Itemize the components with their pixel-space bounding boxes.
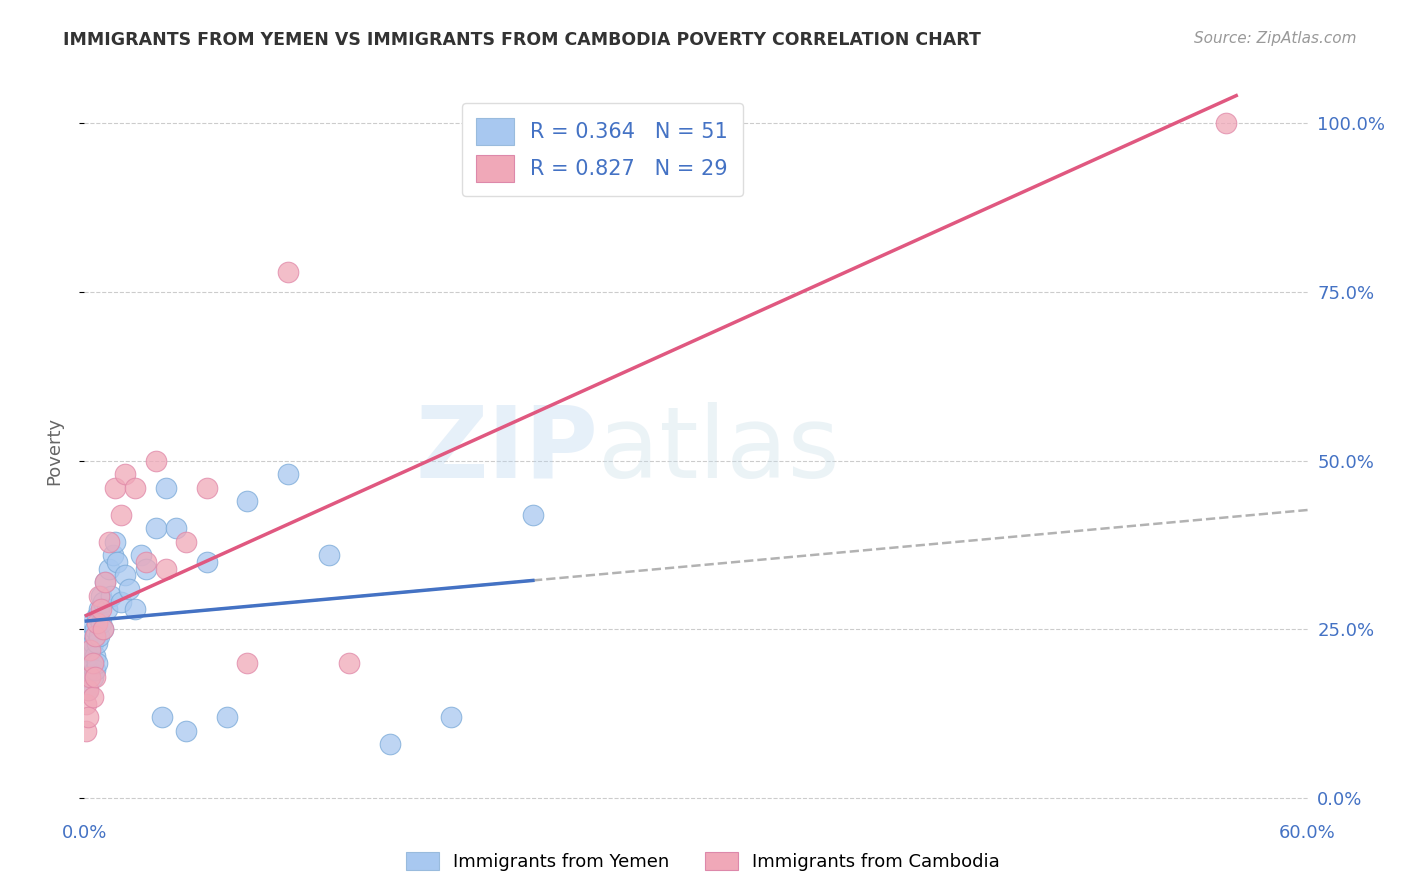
Point — [124, 602, 146, 616]
Point — [104, 534, 127, 549]
Point — [75, 723, 97, 738]
Point — [77, 649, 100, 664]
Point — [83, 663, 105, 677]
Point — [97, 561, 120, 575]
Point — [79, 642, 101, 657]
Point — [277, 264, 299, 278]
Point — [155, 561, 177, 575]
Point — [86, 608, 108, 623]
Point — [79, 642, 101, 657]
Text: IMMIGRANTS FROM YEMEN VS IMMIGRANTS FROM CAMBODIA POVERTY CORRELATION CHART: IMMIGRANTS FROM YEMEN VS IMMIGRANTS FROM… — [63, 31, 981, 49]
Point — [93, 575, 115, 590]
Point — [195, 481, 218, 495]
Point — [87, 602, 110, 616]
Point — [96, 602, 118, 616]
Point — [83, 670, 105, 684]
Point — [83, 623, 105, 637]
Point — [1215, 116, 1237, 130]
Point — [380, 737, 402, 751]
Point — [91, 623, 114, 637]
Point — [318, 548, 340, 562]
Point — [91, 595, 114, 609]
Point — [145, 521, 167, 535]
Point — [100, 589, 122, 603]
Point — [440, 710, 463, 724]
Point — [79, 663, 101, 677]
Point — [174, 723, 197, 738]
Point — [86, 636, 108, 650]
Y-axis label: Poverty: Poverty — [45, 417, 63, 484]
Point — [90, 602, 112, 616]
Point — [83, 629, 105, 643]
Legend: Immigrants from Yemen, Immigrants from Cambodia: Immigrants from Yemen, Immigrants from C… — [399, 845, 1007, 879]
Point — [145, 453, 167, 467]
Point — [82, 690, 104, 704]
Point — [101, 548, 124, 562]
Point — [97, 534, 120, 549]
Point — [77, 629, 100, 643]
Point — [110, 508, 132, 522]
Point — [236, 656, 259, 670]
Point — [83, 649, 105, 664]
Point — [77, 683, 100, 698]
Point — [77, 710, 100, 724]
Point — [79, 670, 101, 684]
Point — [110, 595, 132, 609]
Point — [174, 534, 197, 549]
Text: atlas: atlas — [598, 402, 839, 499]
Point — [155, 481, 177, 495]
Point — [86, 656, 108, 670]
Point — [236, 494, 259, 508]
Point — [339, 656, 361, 670]
Point — [104, 481, 127, 495]
Point — [75, 670, 97, 684]
Point — [87, 629, 110, 643]
Point — [82, 670, 104, 684]
Point — [93, 575, 115, 590]
Point — [82, 656, 104, 670]
Point — [522, 508, 544, 522]
Point — [77, 683, 100, 698]
Point — [82, 636, 104, 650]
Point — [75, 656, 97, 670]
Text: ZIP: ZIP — [415, 402, 598, 499]
Point — [87, 589, 110, 603]
Point — [86, 615, 108, 630]
Point — [83, 629, 105, 643]
Point — [165, 521, 187, 535]
Point — [75, 697, 97, 711]
Point — [135, 555, 157, 569]
Point — [131, 548, 153, 562]
Point — [79, 615, 101, 630]
Point — [277, 467, 299, 481]
Point — [124, 481, 146, 495]
Point — [195, 555, 218, 569]
Point — [91, 623, 114, 637]
Point — [118, 582, 141, 596]
Point — [217, 710, 239, 724]
Text: Source: ZipAtlas.com: Source: ZipAtlas.com — [1194, 31, 1357, 46]
Point — [90, 589, 112, 603]
Point — [135, 561, 157, 575]
Point — [75, 642, 97, 657]
Point — [114, 467, 136, 481]
Point — [90, 615, 112, 630]
Legend: R = 0.364   N = 51, R = 0.827   N = 29: R = 0.364 N = 51, R = 0.827 N = 29 — [461, 103, 742, 196]
Point — [82, 656, 104, 670]
Point — [105, 555, 128, 569]
Point — [150, 710, 173, 724]
Point — [114, 568, 136, 582]
